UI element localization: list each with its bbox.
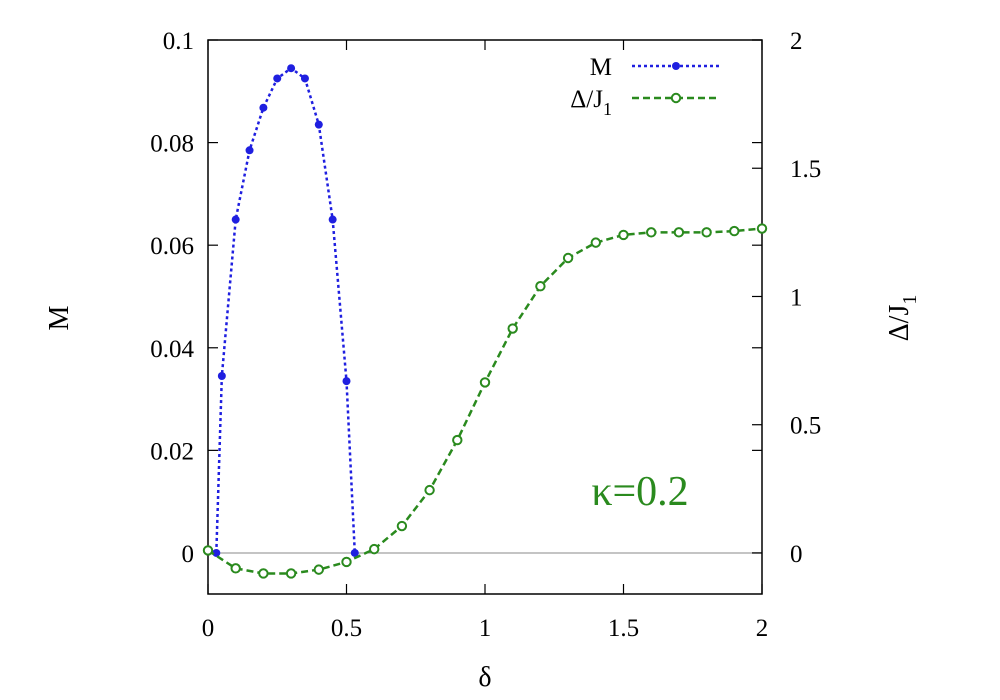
- y2-tick-label: 0: [790, 541, 803, 568]
- data-point-m: [350, 548, 359, 557]
- y2-tick-label: 1.5: [790, 156, 821, 183]
- data-point-delta: [507, 323, 518, 334]
- legend-label-main: Δ/J: [570, 86, 603, 113]
- data-point-delta: [285, 568, 297, 579]
- y-tick-label: 0.1: [163, 28, 194, 55]
- data-point-m: [273, 74, 282, 83]
- data-point-delta: [258, 568, 269, 579]
- y-tick-label: 0.06: [150, 233, 194, 260]
- y2-tick-label: 1: [790, 284, 803, 311]
- legend-label: M: [590, 54, 612, 81]
- data-point-m: [217, 371, 226, 380]
- data-point-m: [342, 377, 351, 386]
- data-point-delta: [562, 252, 574, 264]
- data-point-delta: [369, 543, 380, 555]
- data-point-m: [212, 548, 221, 557]
- data-point-delta: [396, 520, 408, 532]
- data-point-m: [287, 64, 296, 73]
- data-point-m: [259, 103, 268, 112]
- series-line-delta: [207, 227, 763, 575]
- x-tick-label: 2: [756, 615, 769, 642]
- y-tick-label: 0: [182, 541, 195, 568]
- data-point-delta: [424, 484, 435, 496]
- legend-label-main: M: [590, 54, 612, 81]
- data-point-delta: [341, 556, 352, 568]
- legend-label: Δ/J1: [570, 86, 612, 119]
- data-point-m: [328, 215, 337, 224]
- data-point-delta: [479, 377, 491, 388]
- data-point-delta: [452, 434, 463, 446]
- data-point-delta: [701, 227, 712, 238]
- legend-marker: [672, 62, 680, 70]
- y-tick-label: 0.04: [150, 336, 194, 363]
- x-axis-label: δ: [478, 662, 491, 693]
- y-tick-label: 0.08: [150, 131, 194, 158]
- data-point-delta: [202, 545, 214, 556]
- data-point-delta: [646, 227, 657, 238]
- data-point-delta: [618, 229, 629, 241]
- data-point-delta: [673, 227, 685, 238]
- data-point-m: [231, 215, 240, 224]
- y2-axis-label: Δ/J1: [884, 295, 921, 342]
- plot-frame: [207, 39, 763, 595]
- data-point-delta: [590, 237, 601, 248]
- data-point-delta: [535, 281, 546, 292]
- x-tick-label: 0: [202, 615, 215, 642]
- data-point-m: [245, 146, 254, 155]
- data-point-m: [300, 74, 309, 83]
- data-point-m: [314, 120, 323, 129]
- y2-tick-label: 2: [790, 28, 803, 55]
- legend: M Δ/J1: [570, 54, 720, 119]
- y-axis-label: M: [44, 305, 75, 330]
- legend-marker: [670, 92, 682, 104]
- x-tick-label: 1: [479, 615, 492, 642]
- y2-axis-label-subscript: 1: [899, 295, 921, 305]
- series-line-m: [215, 66, 357, 554]
- y-tick-label: 0.02: [150, 438, 194, 465]
- data-point-delta: [729, 225, 740, 237]
- x-tick-label: 0.5: [331, 615, 362, 642]
- plot-layer: 0 0.02 0.04 0.06 0.08 0.1 0 0.5 1 1.5 2 0 0.5 1 1.5 2 MΔ…: [150, 28, 821, 642]
- y2-tick-label: 0.5: [790, 413, 821, 440]
- kappa-annotation: κ=0.2: [591, 469, 688, 515]
- legend-label-subscript: 1: [603, 99, 612, 119]
- data-point-delta: [756, 223, 768, 234]
- data-point-delta: [230, 563, 241, 574]
- y2-axis-label-main: Δ/J: [884, 305, 915, 342]
- x-tick-label: 1.5: [608, 615, 639, 642]
- data-point-delta: [313, 564, 324, 575]
